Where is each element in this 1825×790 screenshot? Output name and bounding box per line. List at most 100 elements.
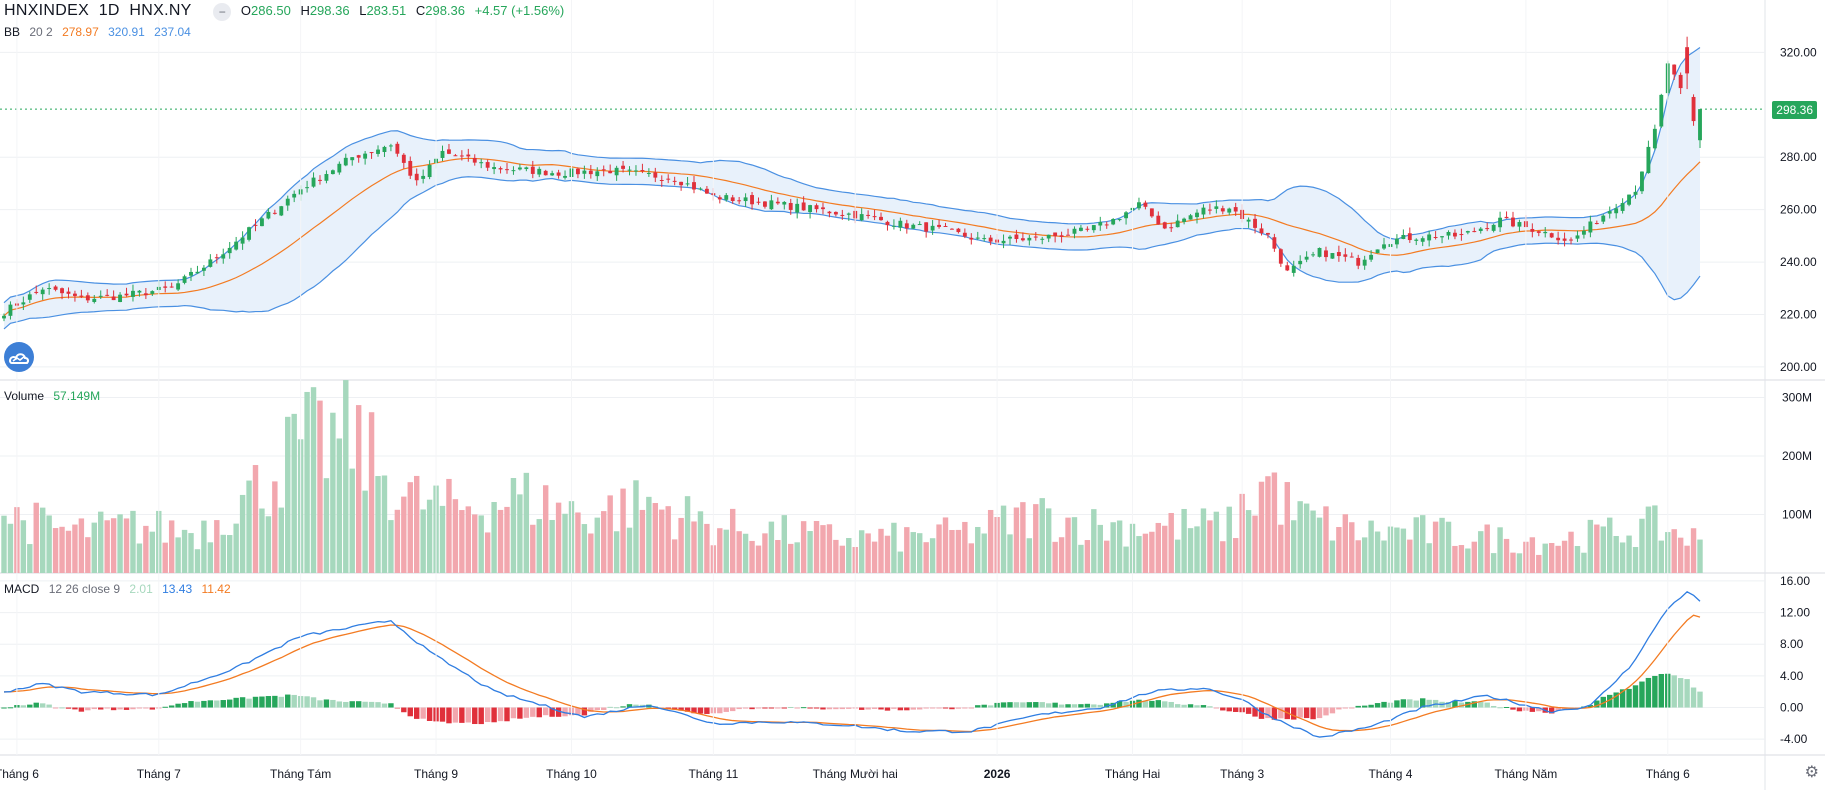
- candle-body: [195, 271, 200, 274]
- volume-bar: [1452, 545, 1458, 573]
- candle-body: [137, 290, 142, 293]
- volume-bar: [1471, 541, 1478, 573]
- volume-bar: [1697, 539, 1703, 573]
- volume-bar: [1278, 524, 1284, 573]
- volume-bar: [459, 510, 465, 573]
- macd-tick-label: 12.00: [1780, 606, 1810, 620]
- volume-bar: [1, 515, 7, 573]
- candle-body: [92, 298, 97, 302]
- volume-bar: [897, 551, 904, 573]
- candle-body: [917, 224, 922, 226]
- macd-histogram-bar: [1162, 701, 1168, 708]
- candle-body: [1066, 234, 1070, 236]
- candle-body: [201, 267, 206, 271]
- macd-histogram-bar: [478, 707, 484, 725]
- macd-histogram-bar: [1536, 707, 1542, 712]
- candle-body: [27, 294, 32, 300]
- candle-body: [1117, 219, 1122, 221]
- candle-body: [1220, 208, 1225, 212]
- macd-histogram-bar: [601, 707, 607, 710]
- volume-bar: [517, 494, 523, 573]
- macd-histogram-bar: [194, 701, 201, 708]
- macd-legend[interactable]: MACD 12 26 close 9 2.01 13.43 11.42: [4, 582, 237, 596]
- macd-histogram-bar: [775, 707, 781, 709]
- macd-histogram-bar: [813, 707, 820, 709]
- volume-bar: [1220, 541, 1226, 573]
- macd-histogram-bar: [762, 707, 768, 709]
- settings-gear-icon[interactable]: ⚙: [1804, 764, 1819, 781]
- volume-bar: [1000, 505, 1007, 573]
- macd-histogram-bar: [1607, 694, 1613, 708]
- candle-body: [1511, 217, 1515, 227]
- candle-body: [769, 200, 774, 210]
- macd-hist-value: 2.01: [129, 582, 153, 596]
- volume-value: 57.149M: [53, 389, 101, 403]
- volume-bar: [1342, 514, 1349, 573]
- candle-body: [221, 254, 226, 259]
- candle-body: [1691, 96, 1696, 122]
- volume-bar: [252, 465, 259, 573]
- macd-histogram-bar: [1084, 703, 1091, 708]
- macd-histogram-bar: [98, 707, 104, 710]
- candle-body: [730, 197, 735, 201]
- volume-bar: [65, 530, 72, 573]
- candle-body: [492, 167, 497, 170]
- time-tick-label: Tháng Hai: [1105, 767, 1160, 781]
- macd-histogram-bar: [1619, 689, 1626, 708]
- macd-histogram-bar: [917, 707, 923, 710]
- candle-body: [1601, 215, 1606, 222]
- candle-body: [1195, 212, 1199, 218]
- symbol-name[interactable]: HNXINDEX: [4, 2, 90, 19]
- macd-params: 12 26 close 9: [48, 582, 121, 596]
- candle-body: [930, 225, 935, 231]
- candle-body: [801, 202, 806, 211]
- bb-legend[interactable]: BB 20 2 278.97 320.91 237.04: [4, 25, 197, 39]
- volume-bar: [168, 520, 175, 573]
- macd-tick-label: -4.00: [1780, 732, 1808, 746]
- macd-histogram-bar: [459, 707, 465, 723]
- macd-histogram-bar: [697, 707, 704, 714]
- volume-bar: [1432, 521, 1439, 573]
- candle-body: [272, 212, 277, 214]
- macd-tick-label: 8.00: [1780, 637, 1804, 651]
- candle-body: [466, 154, 471, 157]
- volume-bar: [1658, 540, 1665, 573]
- volume-bar: [1490, 553, 1497, 573]
- volume-bar: [246, 480, 252, 573]
- volume-bar: [904, 527, 910, 573]
- candle-body: [1278, 249, 1283, 264]
- symbol-legend: HNXINDEX 1D HNX.NY − O286.50 H298.36 L28…: [4, 2, 576, 21]
- macd-histogram-bar: [1142, 701, 1149, 708]
- candle-body: [1053, 232, 1058, 237]
- candle-body: [485, 162, 490, 168]
- volume-bar: [755, 545, 762, 573]
- candle-body: [1530, 228, 1535, 232]
- volume-bar: [1407, 539, 1413, 573]
- macd-histogram-bar: [768, 707, 775, 709]
- macd-histogram-bar: [336, 701, 343, 708]
- candle-body: [124, 293, 129, 296]
- volume-bar: [1671, 529, 1677, 573]
- minus-icon[interactable]: −: [213, 2, 232, 21]
- volume-bar: [497, 509, 504, 573]
- candle-body: [1575, 235, 1580, 239]
- candle-body: [1259, 228, 1264, 234]
- candle-body: [866, 214, 871, 216]
- interval-label[interactable]: 1D: [98, 2, 120, 19]
- candle-body: [318, 179, 322, 181]
- volume-bar: [659, 509, 665, 573]
- macd-histogram-bar: [588, 707, 594, 712]
- candle-body: [1343, 254, 1348, 257]
- candle-body: [285, 198, 290, 206]
- macd-histogram-bar: [704, 707, 710, 714]
- volume-bar: [626, 527, 633, 573]
- volume-bar: [362, 490, 368, 573]
- volume-bar: [201, 520, 207, 573]
- candle-body: [182, 276, 187, 283]
- volume-legend[interactable]: Volume 57.149M: [4, 389, 106, 403]
- macd-histogram-bar: [259, 696, 265, 708]
- tradingview-logo-icon[interactable]: [4, 342, 34, 372]
- change-value: +4.57 (+1.56%): [474, 3, 565, 18]
- volume-bar: [1284, 482, 1290, 573]
